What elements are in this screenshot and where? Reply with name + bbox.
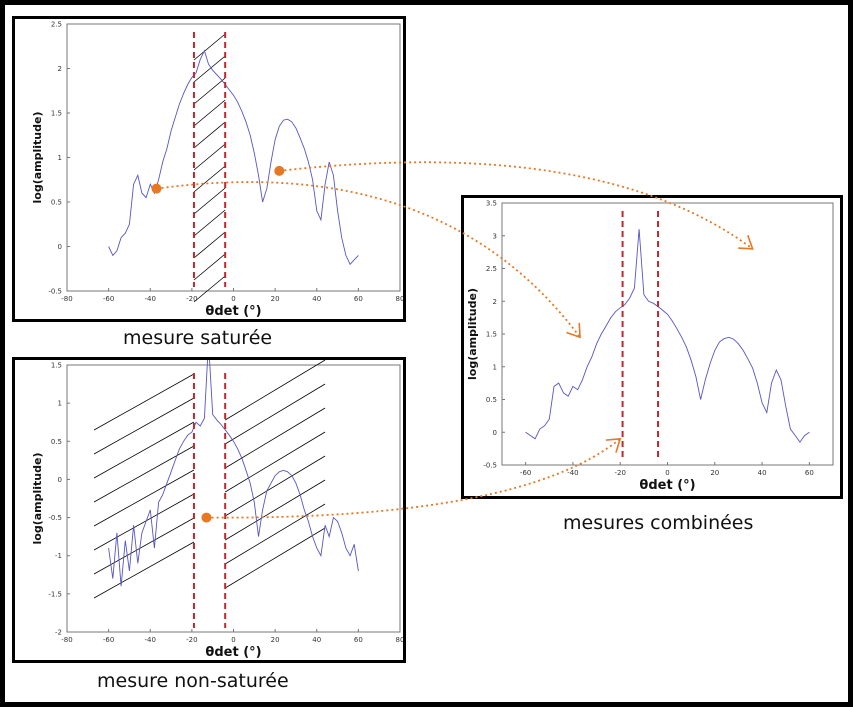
panel-unsaturated: -80 -60 -40 -20 0 20 40 60 80 -2 -1.5 -1 -0.5 0 0.5 1 1.… (12, 342, 406, 663)
y-tick-label: 3 (493, 232, 497, 240)
y-tick-label: 3.5 (486, 200, 497, 208)
chart-unsaturated: -80 -60 -40 -20 0 20 40 60 80 -2 -1.5 -1 -0.5 0 0.5 1 1.… (31, 342, 404, 660)
y-tick-label: 1.5 (51, 362, 62, 370)
x-tick-label: -20 (614, 469, 625, 477)
x-tick-label: 20 (271, 295, 280, 303)
x-tick-label: 80 (396, 636, 403, 644)
panel-saturated: -80 -60 -40 -20 0 20 40 60 80 -0.5 0 0.5 1 1.5 2 2.5 log… (12, 16, 406, 322)
y-tick-label: -0.5 (48, 288, 62, 296)
x-tick-label: 40 (312, 295, 321, 303)
y-tick-label: 1 (58, 400, 62, 408)
y-tick-label: -1.5 (48, 590, 62, 598)
y-tick-label: -0.5 (483, 462, 497, 470)
x-tick-label: -40 (145, 295, 156, 303)
hatch-line (93, 397, 195, 455)
y-tick-label: 0.5 (486, 396, 497, 404)
data-marker (151, 183, 162, 194)
hatch-line (193, 121, 226, 149)
y-tick-label: 0 (58, 243, 62, 251)
caption-combined: mesures combinées (563, 512, 754, 534)
y-tick-label: -1 (55, 552, 62, 560)
hatch-line (224, 359, 326, 421)
x-tick-label: -60 (103, 295, 114, 303)
y-tick-label: -2 (55, 629, 62, 637)
x-tick-label: 0 (665, 469, 669, 477)
x-tick-label: -60 (520, 469, 531, 477)
hatch-line (193, 143, 226, 171)
x-axis-label: θdet (°) (205, 304, 261, 319)
x-tick-label: -20 (186, 295, 197, 303)
series-line (525, 229, 810, 443)
hatch-line (93, 541, 195, 599)
y-tick-label: 0.5 (51, 199, 62, 207)
x-tick-label: 60 (805, 469, 814, 477)
y-tick-label: 0 (58, 476, 62, 484)
x-axis-label: θdet (°) (205, 645, 261, 660)
y-tick-label: 1.5 (51, 110, 62, 118)
x-tick-label: 0 (231, 295, 235, 303)
y-tick-label: -0.5 (48, 514, 62, 522)
x-tick-label: -20 (186, 636, 197, 644)
hatch-line (193, 33, 226, 61)
y-tick-label: 1.5 (486, 331, 497, 339)
hatch-line (224, 527, 326, 589)
x-tick-label: 60 (354, 636, 363, 644)
y-tick-label: 1 (493, 363, 497, 371)
x-tick-label: 0 (231, 636, 235, 644)
x-tick-label: -80 (61, 636, 72, 644)
data-marker (201, 512, 212, 523)
plot-area (66, 364, 401, 633)
plot-area (501, 202, 834, 466)
chart-combined: -60 -40 -20 0 20 40 60 -0.5 0 0.5 1 1.5 2 2.5 3 3.5 log(… (466, 200, 834, 493)
y-tick-label: 2.5 (51, 21, 62, 29)
hatch-line (93, 469, 195, 527)
hatch-line (224, 383, 326, 445)
hatch-line (93, 373, 195, 431)
x-tick-label: 80 (396, 295, 403, 303)
x-tick-label: -80 (61, 295, 72, 303)
hatch-line (93, 421, 195, 479)
hatch-line (193, 99, 226, 127)
data-marker (274, 165, 285, 176)
hatch-line (93, 493, 195, 551)
x-tick-label: 20 (710, 469, 719, 477)
y-axis-label: log(amplitude) (31, 453, 44, 545)
y-axis-label: log(amplitude) (31, 112, 44, 204)
caption-unsaturated: mesure non-saturée (97, 670, 289, 692)
hatch-line (193, 77, 226, 105)
y-tick-label: 2.5 (486, 265, 497, 273)
x-tick-label: 40 (758, 469, 767, 477)
x-tick-label: -60 (103, 636, 114, 644)
y-tick-label: 0 (493, 429, 497, 437)
x-axis-label: θdet (°) (639, 478, 695, 493)
x-tick-label: 20 (271, 636, 280, 644)
x-tick-label: -40 (567, 469, 578, 477)
y-tick-label: 1 (58, 154, 62, 162)
y-tick-label: 0.5 (51, 438, 62, 446)
panel-combined: -60 -40 -20 0 20 40 60 -0.5 0 0.5 1 1.5 2 2.5 3 3.5 log(… (461, 195, 843, 499)
y-axis-label: log(amplitude) (466, 288, 479, 380)
x-tick-label: 60 (354, 295, 363, 303)
x-tick-label: 40 (312, 636, 321, 644)
x-tick-label: -40 (145, 636, 156, 644)
caption-saturated: mesure saturée (123, 327, 273, 349)
y-tick-label: 2 (493, 298, 497, 306)
hatch-line (193, 55, 226, 83)
chart-saturated: -80 -60 -40 -20 0 20 40 60 80 -0.5 0 0.5 1 1.5 2 2.5 log… (31, 21, 404, 320)
y-tick-label: 2 (58, 65, 62, 73)
